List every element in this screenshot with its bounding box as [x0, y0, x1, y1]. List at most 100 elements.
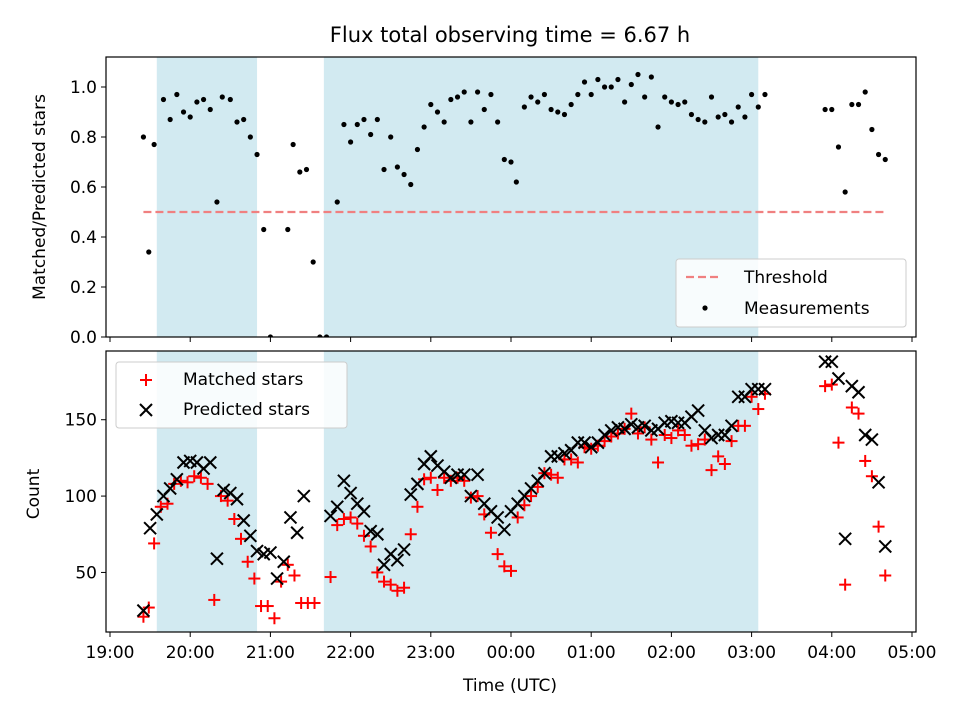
matched-stars-point — [551, 471, 564, 484]
measurement-point — [535, 99, 541, 105]
predicted-stars-point — [404, 487, 418, 502]
predicted-stars-point — [270, 571, 284, 586]
matched-stars-point — [324, 571, 337, 584]
measurement-point — [829, 106, 835, 113]
matched-stars-point — [431, 483, 444, 496]
predicted-stars-point — [470, 467, 485, 482]
matched-stars-point — [565, 453, 578, 466]
measurement-point — [835, 144, 842, 150]
measurement-point — [528, 94, 534, 100]
matched-stars-point — [631, 427, 644, 440]
measurement-point — [662, 94, 668, 100]
matched-stars-point — [235, 532, 247, 545]
measurement-point — [755, 104, 761, 110]
measurement-point — [468, 119, 474, 125]
matched-stars-point — [718, 458, 731, 471]
measurement-point — [481, 106, 487, 113]
matched-stars-point — [725, 435, 738, 448]
measurement-point — [728, 119, 735, 125]
legend-top-frame — [675, 258, 907, 328]
measurement-point — [762, 91, 768, 98]
y-tick-label: 0.0 — [70, 328, 97, 348]
predicted-stars-point — [210, 551, 224, 566]
predicted-stars-point — [624, 417, 639, 432]
measurement-point — [735, 104, 741, 110]
matched-stars-point — [288, 569, 301, 582]
measurement-point — [180, 109, 187, 115]
measurement-point — [241, 116, 247, 123]
measurement-point — [448, 96, 454, 103]
measurement-point — [882, 156, 888, 163]
measurement-point — [160, 96, 167, 103]
x-tick-label: 21:00 — [246, 643, 295, 663]
top-axes: 0.0 0.2 0.4 0.6 0.8 1.0 — [70, 56, 917, 348]
matched-stars-point — [208, 593, 221, 606]
legend-matched-swatch — [140, 374, 152, 386]
legend-top: Threshold Measurements — [675, 258, 907, 328]
measurement-point — [869, 126, 875, 133]
predicted-stars-point — [170, 472, 184, 486]
measurement-point — [595, 76, 601, 83]
measurement-point — [561, 111, 568, 118]
predicted-stars-point — [390, 553, 405, 567]
measurement-point — [581, 79, 588, 85]
matched-stars-point — [505, 564, 517, 577]
measurement-point — [715, 114, 721, 120]
measurement-point — [408, 181, 414, 188]
measurement-point — [642, 94, 648, 100]
matched-stars-point — [705, 464, 718, 477]
matched-stars-point — [438, 471, 451, 484]
predicted-stars-point — [831, 371, 846, 386]
predicted-stars-point — [243, 529, 258, 543]
predicted-stars-point — [597, 428, 612, 442]
measurement-point — [855, 101, 862, 108]
matched-stars-point — [484, 526, 497, 539]
measurement-point — [655, 124, 661, 130]
matched-stars-point — [142, 601, 155, 614]
measurement-point — [174, 91, 180, 98]
predicted-stars-point — [825, 354, 839, 369]
predicted-stars-point — [497, 522, 512, 537]
predicted-stars-point — [277, 555, 291, 569]
matched-stars-point — [261, 600, 274, 613]
x-tick-label: 23:00 — [406, 643, 455, 663]
measurement-point — [214, 199, 220, 205]
predicted-stars-point — [263, 545, 278, 560]
measurement-point — [695, 116, 701, 123]
measurement-point — [862, 89, 868, 95]
measurement-point — [247, 134, 253, 140]
x-tick-label: 01:00 — [567, 643, 616, 663]
matched-stars-point — [819, 380, 832, 393]
matched-stars-point — [525, 490, 538, 503]
matched-stars-point — [832, 436, 845, 449]
measurement-point — [675, 101, 681, 108]
predicted-stars-point — [163, 481, 177, 496]
predicted-stars-point — [410, 477, 425, 491]
measurement-point — [488, 91, 494, 98]
predicted-stars-point — [290, 526, 304, 540]
matched-stars-point — [404, 528, 417, 541]
matched-stars-point — [712, 450, 725, 463]
legend-bottom-frame — [115, 361, 348, 429]
matched-stars-point — [411, 500, 424, 513]
predicted-stars-point — [718, 428, 732, 442]
predicted-stars-point — [444, 471, 458, 485]
measurement-point — [401, 171, 407, 178]
matched-stars-point — [331, 519, 344, 532]
top-y-axis-label: Matched/Predicted stars — [30, 94, 50, 300]
matched-stars-point — [424, 471, 437, 484]
measurement-point — [588, 91, 594, 98]
predicted-stars-point — [551, 449, 565, 464]
measurement-point — [628, 81, 634, 88]
predicted-stars-point — [203, 455, 217, 470]
measurement-point — [822, 106, 828, 113]
measurement-point — [297, 169, 303, 175]
matched-stars-point — [137, 610, 150, 623]
matched-stars-point — [384, 578, 397, 591]
measurement-point — [394, 164, 400, 170]
matched-stars-point — [625, 407, 638, 420]
matched-stars-point — [268, 612, 281, 625]
matched-stars-point — [491, 548, 504, 561]
measurement-point — [688, 111, 695, 118]
matched-stars-point — [418, 473, 431, 486]
